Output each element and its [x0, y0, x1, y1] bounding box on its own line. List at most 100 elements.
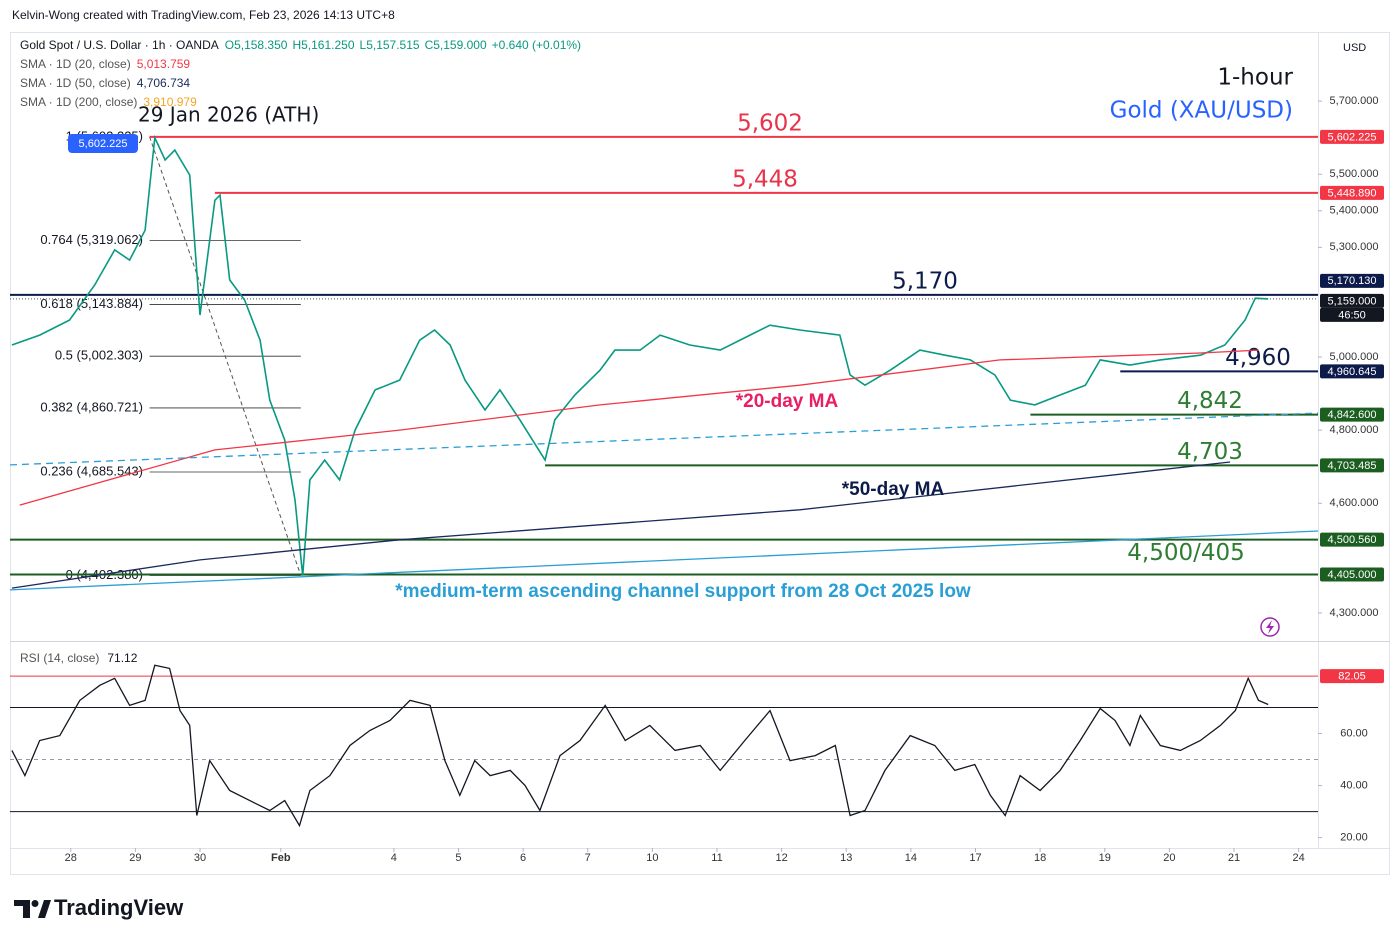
symbol: Gold Spot / U.S. Dollar · 1h · OANDA: [20, 38, 219, 52]
x-tick-label: 17: [969, 852, 981, 864]
fib-label: 0.5 (5,002.303): [55, 348, 143, 363]
y-tick-label: 20.00: [1340, 831, 1368, 843]
chart-title: 1-hour: [1217, 65, 1293, 91]
level-label: 4,960: [1225, 345, 1291, 371]
x-tick-label: 20: [1163, 852, 1175, 864]
level-label: 4,842: [1177, 388, 1243, 414]
x-tick-label: 28: [65, 852, 77, 864]
annotation: *20-day MA: [736, 391, 839, 412]
level-label: 4,500/405: [1127, 540, 1245, 566]
x-tick-label: 5: [455, 852, 461, 864]
series-line: [11, 461, 1231, 589]
fib-label: 0.382 (4,860.721): [40, 399, 143, 414]
ohlc-value: O5,158.350: [225, 38, 288, 52]
level-tag: 5,448.890: [1328, 187, 1377, 199]
last-price-tag-bg: [1320, 293, 1384, 308]
y-tick-label: 4,600.000: [1330, 497, 1379, 509]
level-tag: 4,405.000: [1328, 569, 1377, 581]
level-tag: 4,703.485: [1328, 460, 1377, 472]
logo-mark: [14, 900, 30, 918]
level-label: 5,448: [732, 166, 798, 192]
logo-slash: [38, 900, 51, 918]
legend-value: 3,910.979: [143, 95, 197, 109]
level-label: 5,602: [737, 110, 803, 136]
legend-line: SMA · 1D (50, close) 4,706.734: [20, 76, 190, 90]
fib-label: 0.764 (5,319.062): [40, 232, 143, 247]
y-tick-label: 5,700.000: [1330, 95, 1379, 107]
series-line: [19, 349, 1259, 506]
level-tag-bg: [1320, 364, 1384, 379]
level-tag: 4,842.600: [1328, 409, 1377, 421]
legend-value: 5,013.759: [137, 57, 191, 71]
legend-line: SMA · 1D (20, close) 5,013.759: [20, 57, 190, 71]
x-tick-label: 21: [1228, 852, 1240, 864]
level-tag: 5,602.225: [1328, 131, 1377, 143]
y-tick-label: 4,300.000: [1330, 607, 1379, 619]
y-tick-label: 5,400.000: [1330, 205, 1379, 217]
level-tag: 4,500.560: [1328, 534, 1377, 546]
level-tag: 5,170.130: [1328, 275, 1377, 287]
brand: TradingView: [54, 895, 184, 920]
level-tag-bg: [1320, 273, 1384, 288]
x-tick-label: 14: [905, 852, 917, 864]
level-tag-bg: [1320, 129, 1384, 144]
alert-icon[interactable]: [1260, 617, 1280, 637]
x-tick-label: 19: [1099, 852, 1111, 864]
x-tick-label: 7: [585, 852, 591, 864]
series-line: [9, 412, 1319, 466]
legend-name: SMA · 1D (20, close): [20, 57, 131, 71]
x-tick-label: 4: [391, 852, 397, 864]
brand-logo: TradingView: [14, 895, 184, 920]
countdown-tag-bg: [1320, 307, 1384, 322]
x-tick-label: 18: [1034, 852, 1046, 864]
annotation: *medium-term ascending channel support f…: [395, 581, 971, 602]
logo-dot: [31, 900, 39, 907]
y-tick-label: 40.00: [1340, 779, 1368, 791]
rsi-legend: RSI (14, close) 71.12: [20, 651, 138, 665]
ath-label: 29 Jan 2026 (ATH): [138, 103, 319, 127]
currency: USD: [1343, 42, 1366, 54]
level-tag-bg: [1320, 185, 1384, 200]
legend-name: SMA · 1D (50, close): [20, 76, 131, 90]
level-label: 5,170: [892, 268, 958, 294]
x-tick-label: 30: [194, 852, 206, 864]
rsi-value: 71.12: [107, 651, 137, 665]
level-tag-bg: [1320, 458, 1384, 473]
chart-subtitle: Gold (XAU/USD): [1110, 98, 1293, 124]
ath-badge-bg: [68, 134, 138, 153]
level-tag-bg: [1320, 532, 1384, 547]
rsi-tag-bg: [1320, 669, 1384, 684]
level-tag-bg: [1320, 407, 1384, 422]
rsi-title: RSI (14, close): [20, 651, 99, 665]
x-tick-label: 29: [129, 852, 141, 864]
series-line: [11, 134, 1269, 576]
x-tick-label: 13: [840, 852, 852, 864]
series-line: [9, 530, 1319, 591]
legend-name: SMA · 1D (200, close): [20, 95, 137, 109]
credit: Kelvin-Wong created with TradingView.com…: [12, 8, 395, 22]
ohlc-value: C5,159.000: [425, 38, 487, 52]
level-label: 4,703: [1177, 439, 1243, 465]
rsi-tag: 82.05: [1338, 671, 1366, 683]
ohlc-value: +0.640 (+0.01%): [492, 38, 581, 52]
rsi-line: [11, 664, 1269, 828]
x-tick-label: Feb: [271, 852, 291, 864]
y-tick-label: 4,800.000: [1330, 424, 1379, 436]
last-price-tag: 5,159.000: [1328, 295, 1377, 307]
fib-trend: [149, 136, 302, 576]
level-tag-bg: [1320, 567, 1384, 582]
ohlc-value: L5,157.515: [360, 38, 420, 52]
x-tick-label: 10: [646, 852, 658, 864]
level-tag: 4,960.645: [1328, 366, 1377, 378]
y-tick-label: 60.00: [1340, 727, 1368, 739]
fib-label: 0.618 (5,143.884): [40, 296, 143, 311]
y-tick-label: 5,300.000: [1330, 241, 1379, 253]
fib-label: 0.236 (4,685.543): [40, 463, 143, 478]
alert-bolt: [1266, 620, 1274, 634]
annotation: *50-day MA: [842, 479, 945, 500]
x-tick-label: 12: [775, 852, 787, 864]
legend-line: Gold Spot / U.S. Dollar · 1h · OANDA O5,1…: [20, 38, 581, 52]
chart-frame: [10, 32, 1390, 875]
countdown-tag: 46:50: [1338, 309, 1366, 321]
